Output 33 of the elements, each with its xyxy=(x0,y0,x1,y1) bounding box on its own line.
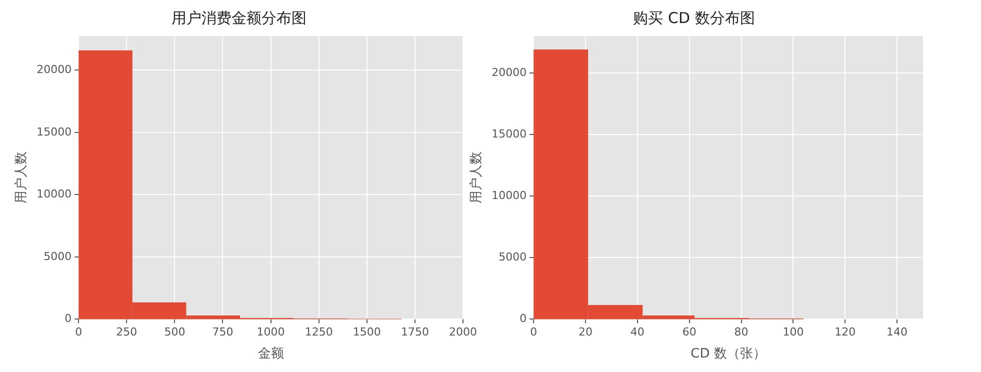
y-axis-title: 用户人数 xyxy=(14,152,30,204)
y-axis-title: 用户人数 xyxy=(469,152,484,204)
x-tick-label: 1750 xyxy=(400,326,429,339)
x-tick-label: 2000 xyxy=(449,326,478,339)
y-tick-label: 0 xyxy=(64,312,72,326)
chart-title: 用户消费金额分布图 xyxy=(172,8,306,27)
x-tick-label: 100 xyxy=(782,326,804,339)
x-tick-label: 120 xyxy=(834,326,856,339)
x-tick-label: 500 xyxy=(164,326,186,339)
y-tick-label: 5000 xyxy=(44,250,72,263)
x-tick-label: 1000 xyxy=(256,326,285,339)
y-tick-label: 20000 xyxy=(36,63,72,76)
x-tick-label: 1250 xyxy=(304,326,333,339)
y-tick-label: 15000 xyxy=(36,125,72,138)
x-tick-label: 40 xyxy=(630,326,644,339)
x-tick-label: 0 xyxy=(75,326,82,339)
x-tick-label: 250 xyxy=(116,326,138,339)
x-axis-title: 金额 xyxy=(258,346,284,362)
x-tick-label: 140 xyxy=(886,326,908,339)
x-tick-label: 1500 xyxy=(352,326,381,339)
y-tick-label: 0 xyxy=(520,312,527,326)
y-tick-label: 20000 xyxy=(492,66,527,79)
x-tick-label: 0 xyxy=(530,326,538,339)
x-axis-title: CD 数（张） xyxy=(690,346,766,362)
y-tick-label: 10000 xyxy=(36,188,72,201)
y-tick-label: 10000 xyxy=(492,188,527,202)
x-tick-label: 20 xyxy=(578,326,593,339)
y-tick-label: 5000 xyxy=(498,250,527,264)
x-tick-label: 60 xyxy=(682,326,696,339)
y-tick-label: 15000 xyxy=(492,127,527,140)
x-tick-label: 80 xyxy=(734,326,748,339)
chart-title: 购买 CD 数分布图 xyxy=(633,8,755,27)
x-tick-label: 750 xyxy=(212,326,234,339)
